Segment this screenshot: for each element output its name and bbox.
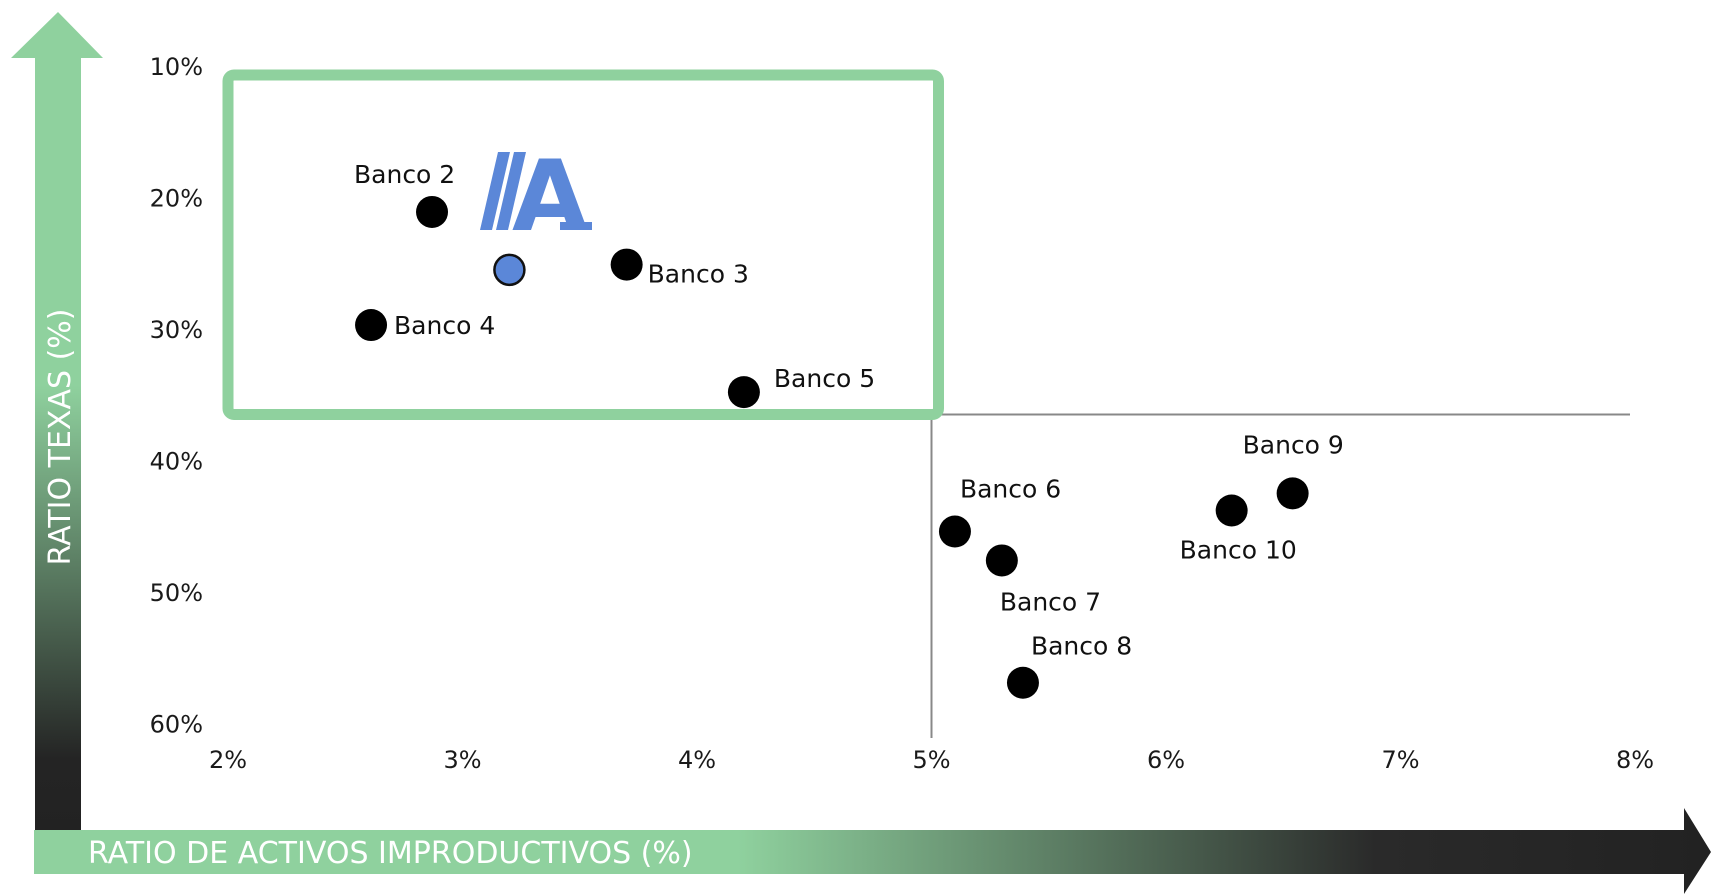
data-point <box>1006 666 1039 699</box>
point-label: Banco 10 <box>1180 535 1297 564</box>
x-tick-label: 5% <box>912 746 950 774</box>
data-point <box>1215 494 1248 527</box>
point-label: Banco 5 <box>774 364 875 393</box>
x-tick-label: 4% <box>678 746 716 774</box>
y-tick-label: 30% <box>150 316 203 344</box>
data-labels: Banco 2 Banco 3 Banco 4 Banco 5 Banco 6 Banco… <box>354 160 1344 661</box>
y-tick-label: 10% <box>150 53 203 81</box>
y-axis-title: RATIO TEXAS (%) <box>43 309 78 566</box>
logo-letter: A <box>512 140 588 254</box>
point-label: Banco 4 <box>394 311 495 340</box>
y-axis-ticks: 10% 20% 30% 40% 50% 60% <box>150 53 203 739</box>
x-tick-label: 8% <box>1616 746 1654 774</box>
point-label: Banco 8 <box>1031 632 1132 661</box>
data-point <box>610 248 643 281</box>
point-label: Banco 3 <box>648 260 749 289</box>
x-axis-arrow <box>34 808 1711 894</box>
brand-logo-icon: A <box>480 140 592 254</box>
data-point <box>416 195 449 228</box>
y-axis-arrow <box>11 12 103 842</box>
x-tick-label: 2% <box>209 746 247 774</box>
point-label: Banco 9 <box>1243 430 1344 459</box>
data-point <box>985 544 1018 577</box>
y-tick-label: 40% <box>150 448 203 476</box>
data-point <box>355 309 388 342</box>
x-tick-label: 6% <box>1147 746 1185 774</box>
y-tick-label: 50% <box>150 579 203 607</box>
y-tick-label: 20% <box>150 185 203 213</box>
point-label: Banco 6 <box>960 475 1061 504</box>
y-tick-label: 60% <box>150 711 203 739</box>
data-point <box>938 515 971 548</box>
x-axis-ticks: 2% 3% 4% 5% 6% 7% 8% <box>209 746 1654 774</box>
x-axis-title: RATIO DE ACTIVOS IMPRODUCTIVOS (%) <box>88 836 693 871</box>
point-label: Banco 2 <box>354 160 455 189</box>
highlight-point <box>493 253 526 287</box>
x-tick-label: 3% <box>443 746 481 774</box>
point-label: Banco 7 <box>1000 587 1101 616</box>
x-tick-label: 7% <box>1381 746 1419 774</box>
data-points <box>355 195 1309 699</box>
highlight-box <box>222 69 944 420</box>
data-point <box>727 376 760 409</box>
data-point <box>1276 477 1309 510</box>
